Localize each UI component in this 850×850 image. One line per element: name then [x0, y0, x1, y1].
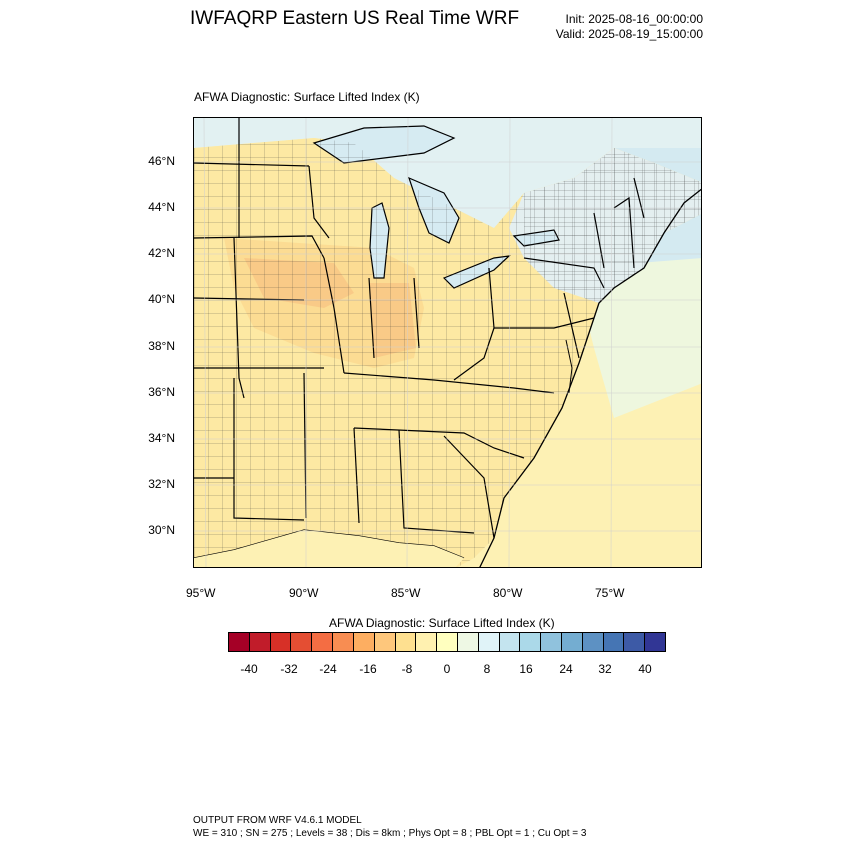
colorbar-tick: 16	[519, 662, 533, 676]
lon-label-90: 90°W	[289, 586, 319, 600]
colorbar-swatch	[582, 633, 604, 651]
canada-region	[194, 118, 701, 228]
colorbar-tick: -8	[401, 662, 413, 676]
colorbar-tick: 32	[598, 662, 612, 676]
colorbar-swatch	[291, 633, 313, 651]
colorbar-swatch	[270, 633, 292, 651]
state-boundaries	[194, 118, 645, 539]
colorbar-tick: -24	[319, 662, 337, 676]
lat-label-34: 34°N	[148, 431, 175, 445]
run-times: Init: 2025-08-16_00:00:00 Valid: 2025-08…	[556, 12, 703, 42]
map-svg	[194, 118, 701, 567]
lat-label-32: 32°N	[148, 477, 175, 491]
lat-label-38: 38°N	[148, 339, 175, 353]
ocean-neutral-band	[574, 258, 701, 418]
colorbar-swatch	[520, 633, 542, 651]
gulf-water	[194, 530, 464, 567]
colorbar-swatch	[457, 633, 479, 651]
colorbar-tick: -16	[359, 662, 377, 676]
lat-label-42: 42°N	[148, 246, 175, 260]
colorbar-swatch	[312, 633, 334, 651]
colorbar-swatch	[603, 633, 625, 651]
init-time: Init: 2025-08-16_00:00:00	[565, 12, 703, 26]
map-panel	[193, 117, 702, 568]
colorbar-title: AFWA Diagnostic: Surface Lifted Index (K…	[329, 616, 555, 630]
colorbar-swatch	[416, 633, 438, 651]
colorbar-swatch	[624, 633, 646, 651]
valid-time: Valid: 2025-08-19_15:00:00	[555, 27, 703, 41]
colorbar-swatch	[333, 633, 354, 651]
colorbar-tick: 8	[483, 662, 491, 676]
lat-label-46: 46°N	[148, 154, 175, 168]
colorbar-tick: 40	[638, 662, 652, 676]
lat-label-40: 40°N	[148, 292, 175, 306]
colorbar-tick: -40	[240, 662, 258, 676]
lon-label-85: 85°W	[391, 586, 421, 600]
model-info-line1: OUTPUT FROM WRF V4.6.1 MODEL	[193, 815, 362, 826]
field-subtitle: AFWA Diagnostic: Surface Lifted Index (K…	[194, 90, 420, 104]
lon-label-80: 80°W	[493, 586, 523, 600]
colorbar-swatch	[229, 633, 250, 651]
colorbar-swatch	[645, 633, 666, 651]
colorbar-swatch	[562, 633, 583, 651]
plot-title: IWFAQRP Eastern US Real Time WRF	[190, 8, 520, 29]
colorbar-tick: 0	[443, 662, 451, 676]
lat-label-30: 30°N	[148, 523, 175, 537]
graticule	[194, 118, 701, 567]
colorbar-tick: -32	[280, 662, 298, 676]
colorbar-swatch	[249, 633, 271, 651]
colorbar-swatch	[353, 633, 375, 651]
lon-label-75: 75°W	[595, 586, 625, 600]
model-info-line2: WE = 310 ; SN = 275 ; Levels = 38 ; Dis …	[193, 828, 587, 839]
colorbar-swatch	[478, 633, 500, 651]
colorbar-swatch	[374, 633, 396, 651]
atlantic-coastline	[479, 188, 701, 567]
colorbar-swatch	[541, 633, 562, 651]
colorbar	[228, 632, 666, 652]
colorbar-tick: 24	[559, 662, 573, 676]
lon-label-95: 95°W	[186, 586, 216, 600]
colorbar-swatch	[437, 633, 458, 651]
colorbar-swatch	[499, 633, 521, 651]
lat-label-36: 36°N	[148, 385, 175, 399]
lat-label-44: 44°N	[148, 200, 175, 214]
colorbar-swatch	[395, 633, 417, 651]
chesapeake-bay	[565, 339, 573, 394]
